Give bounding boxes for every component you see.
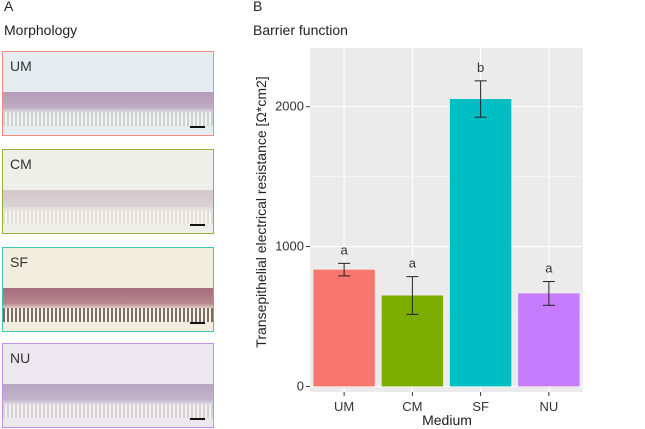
significance-label-cm: a [409,256,417,271]
scale-bar [190,224,205,226]
y-axis-label: Transepithelial electrical resistance [Ω… [253,76,269,347]
micrograph-sf: SF [2,247,214,332]
membrane-layer [3,210,213,224]
panel-b-title: Barrier function [253,22,348,38]
micrograph-um: UM [2,51,214,136]
scale-bar [190,322,205,324]
epithelium-layer [3,384,213,406]
x-axis-ticks: UM CM SF NU [334,392,558,414]
bars [313,99,580,387]
micrograph-label: CM [10,156,32,172]
scale-bar [190,418,205,420]
membrane-layer [3,308,213,322]
membrane-layer [3,112,213,126]
bar-nu [518,293,580,387]
micrograph-label: UM [10,58,32,74]
scale-bar [190,126,205,128]
bar-sf [449,99,512,387]
x-tick-label-sf: SF [472,399,489,414]
micrograph-nu: NU [2,343,214,428]
panel-b-letter: B [253,0,263,14]
epithelium-layer [3,190,213,212]
significance-label-um: a [341,242,349,257]
bar-um [313,269,375,387]
micrograph-label: NU [10,350,31,366]
error-bars [338,80,555,315]
panel-a-title: Morphology [4,22,78,38]
significance-labels: a a b a [341,60,554,276]
epithelium-layer [3,92,213,114]
panel-a-letter: A [4,0,14,14]
micrograph-label: SF [10,254,28,270]
significance-label-sf: b [477,60,484,75]
membrane-layer [3,404,213,418]
x-tick-label-cm: CM [402,399,422,414]
y-axis-ticks: 0 1000 2000 [275,99,310,393]
y-tick-label: 1000 [275,239,304,254]
epithelium-layer [3,288,213,310]
y-tick-label: 2000 [275,99,304,114]
x-tick-label-um: UM [334,399,354,414]
x-tick-label-nu: NU [539,399,558,414]
y-tick-label: 0 [297,378,304,393]
x-axis-label: Medium [422,412,472,428]
significance-label-nu: a [545,261,553,276]
micrograph-cm: CM [2,149,214,234]
